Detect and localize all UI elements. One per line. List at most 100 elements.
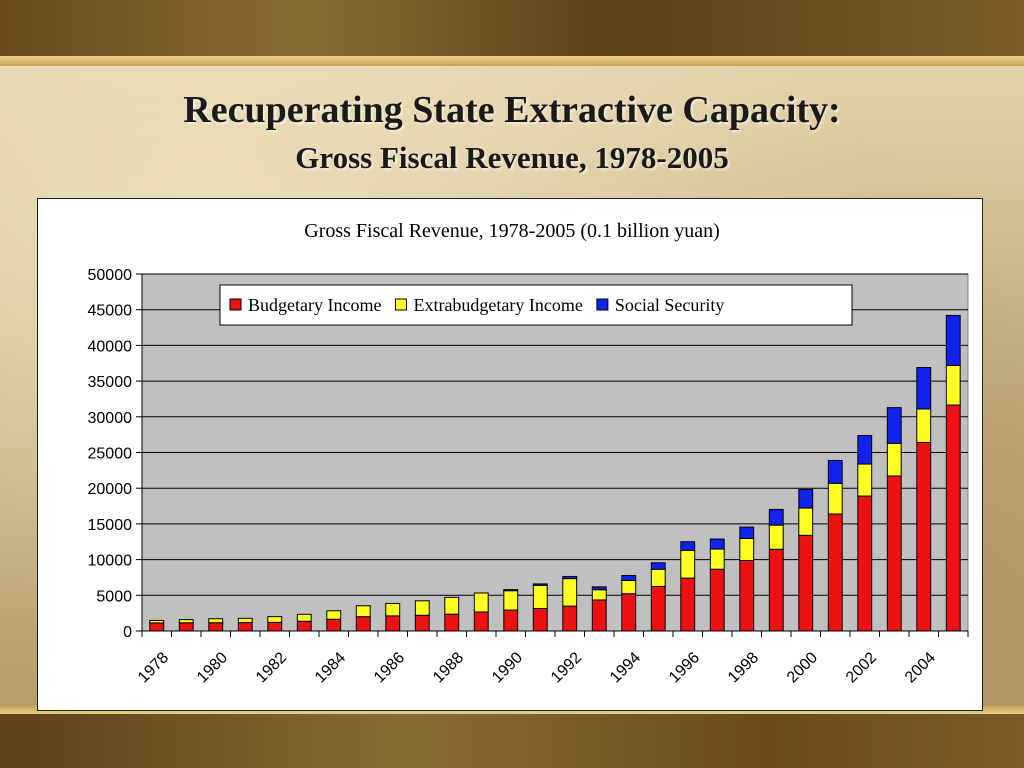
bar-segment-social-security bbox=[916, 367, 932, 410]
bar-segment-budgetary bbox=[798, 534, 814, 632]
slide-title: Recuperating State Extractive Capacity: bbox=[183, 89, 841, 131]
x-tick-label: 1986 bbox=[371, 649, 408, 686]
bar-segment-social-security bbox=[709, 538, 725, 550]
stacked-bar-chart: Gross Fiscal Revenue, 1978-2005 (0.1 bil… bbox=[88, 220, 969, 686]
bar-segment-extrabudgetary bbox=[768, 524, 784, 550]
bar-segment-extrabudgetary bbox=[680, 549, 696, 579]
legend: Budgetary Income Extrabudgetary Income Soc… bbox=[219, 284, 853, 326]
x-tick-label: 2000 bbox=[784, 649, 821, 686]
y-tick-label: 40000 bbox=[88, 338, 133, 355]
bar-segment-extrabudgetary bbox=[296, 613, 312, 622]
top-gold-line bbox=[0, 56, 1024, 66]
x-tick-label: 1998 bbox=[725, 649, 762, 686]
top-decorative-band bbox=[0, 0, 1024, 56]
bar-segment-extrabudgetary bbox=[827, 482, 843, 515]
y-tick-label: 35000 bbox=[88, 374, 133, 391]
bar-segment-extrabudgetary bbox=[650, 568, 666, 587]
bar-segment-budgetary bbox=[444, 613, 460, 632]
x-tick-label: 1980 bbox=[194, 649, 231, 686]
x-tick-label: 1992 bbox=[548, 649, 585, 686]
bar-segment-extrabudgetary bbox=[385, 602, 401, 617]
bar-segment-budgetary bbox=[650, 585, 666, 632]
bar-segment-budgetary bbox=[591, 599, 607, 632]
bar-segment-budgetary bbox=[621, 593, 637, 632]
bar-segment-budgetary bbox=[768, 548, 784, 632]
legend-swatch bbox=[596, 298, 609, 311]
bar-segment-extrabudgetary bbox=[621, 579, 637, 595]
x-tick-label: 1996 bbox=[666, 649, 703, 686]
legend-box bbox=[219, 284, 853, 326]
bar-segment-social-security bbox=[886, 407, 902, 444]
bar-segment-social-security bbox=[739, 526, 755, 539]
bar-segment-extrabudgetary bbox=[709, 548, 725, 570]
bar-segment-social-security bbox=[621, 574, 637, 581]
bar-segment-extrabudgetary bbox=[473, 592, 489, 613]
bar-segment-extrabudgetary bbox=[916, 408, 932, 444]
bar-segment-extrabudgetary bbox=[857, 463, 873, 497]
legend-swatch bbox=[229, 298, 242, 311]
bar-segment-budgetary bbox=[562, 605, 578, 632]
bar-segment-budgetary bbox=[237, 622, 253, 632]
bar-segment-extrabudgetary bbox=[414, 600, 430, 616]
x-tick-label: 1988 bbox=[430, 649, 467, 686]
bar-segment-extrabudgetary bbox=[503, 590, 519, 611]
y-tick-label: 15000 bbox=[88, 517, 133, 534]
x-tick-label: 2004 bbox=[902, 649, 939, 686]
bar-segment-social-security bbox=[945, 314, 961, 366]
x-tick-label: 1990 bbox=[489, 649, 526, 686]
bar-segment-social-security bbox=[680, 541, 696, 551]
bar-segment-extrabudgetary bbox=[355, 605, 371, 618]
bar-segment-extrabudgetary bbox=[945, 364, 961, 406]
x-tick-label: 1994 bbox=[607, 649, 644, 686]
chart-title: Gross Fiscal Revenue, 1978-2005 (0.1 bil… bbox=[304, 220, 720, 242]
x-tick-label: 1984 bbox=[312, 649, 349, 686]
y-tick-label: 30000 bbox=[88, 410, 133, 427]
bar-segment-social-security bbox=[650, 562, 666, 570]
bar-segment-social-security bbox=[857, 434, 873, 465]
bar-segment-extrabudgetary bbox=[178, 619, 194, 624]
y-tick-label: 5000 bbox=[96, 588, 132, 605]
legend-label: Budgetary Income bbox=[248, 295, 381, 315]
bar-segment-budgetary bbox=[827, 513, 843, 632]
bar-segment-social-security bbox=[532, 583, 548, 586]
bar-segment-budgetary bbox=[326, 618, 342, 632]
bar-segment-budgetary bbox=[296, 620, 312, 632]
bar-segment-extrabudgetary bbox=[591, 589, 607, 601]
bar-segment-extrabudgetary bbox=[208, 618, 224, 624]
y-tick-label: 25000 bbox=[88, 446, 133, 463]
bar-segment-social-security bbox=[591, 586, 607, 591]
bar-segment-budgetary bbox=[208, 622, 224, 632]
bar-segment-budgetary bbox=[532, 608, 548, 632]
bars bbox=[149, 314, 961, 632]
bar-segment-extrabudgetary bbox=[798, 507, 814, 536]
y-tick-label: 45000 bbox=[88, 303, 133, 320]
bar-segment-budgetary bbox=[267, 621, 283, 632]
y-tick-label: 50000 bbox=[88, 267, 133, 284]
x-tick-label: 2002 bbox=[843, 649, 880, 686]
bar-segment-social-security bbox=[827, 459, 843, 484]
bar-segment-budgetary bbox=[473, 611, 489, 632]
bar-segment-budgetary bbox=[739, 559, 755, 632]
bar-segment-budgetary bbox=[857, 495, 873, 632]
bar-segment-social-security bbox=[768, 508, 784, 526]
bar-segment-social-security bbox=[798, 488, 814, 509]
bar-segment-budgetary bbox=[916, 442, 932, 632]
bar-segment-extrabudgetary bbox=[739, 537, 755, 561]
bar-segment-extrabudgetary bbox=[886, 442, 902, 477]
bar-segment-budgetary bbox=[680, 577, 696, 632]
y-tick-label: 0 bbox=[123, 624, 132, 641]
legend-swatch bbox=[394, 298, 407, 311]
bar-segment-extrabudgetary bbox=[444, 596, 460, 615]
bar-segment-budgetary bbox=[709, 568, 725, 632]
bar-segment-extrabudgetary bbox=[562, 578, 578, 607]
bar-segment-budgetary bbox=[503, 609, 519, 632]
bar-segment-extrabudgetary bbox=[237, 617, 253, 624]
x-tick-label: 1978 bbox=[135, 649, 172, 686]
x-tick-label: 1982 bbox=[253, 649, 290, 686]
bar-segment-social-security bbox=[503, 589, 519, 592]
slide-subtitle: Gross Fiscal Revenue, 1978-2005 bbox=[295, 140, 729, 175]
bar-segment-budgetary bbox=[355, 616, 371, 632]
bar-segment-budgetary bbox=[385, 615, 401, 632]
y-tick-label: 20000 bbox=[88, 481, 133, 498]
bar-segment-social-security bbox=[562, 575, 578, 580]
